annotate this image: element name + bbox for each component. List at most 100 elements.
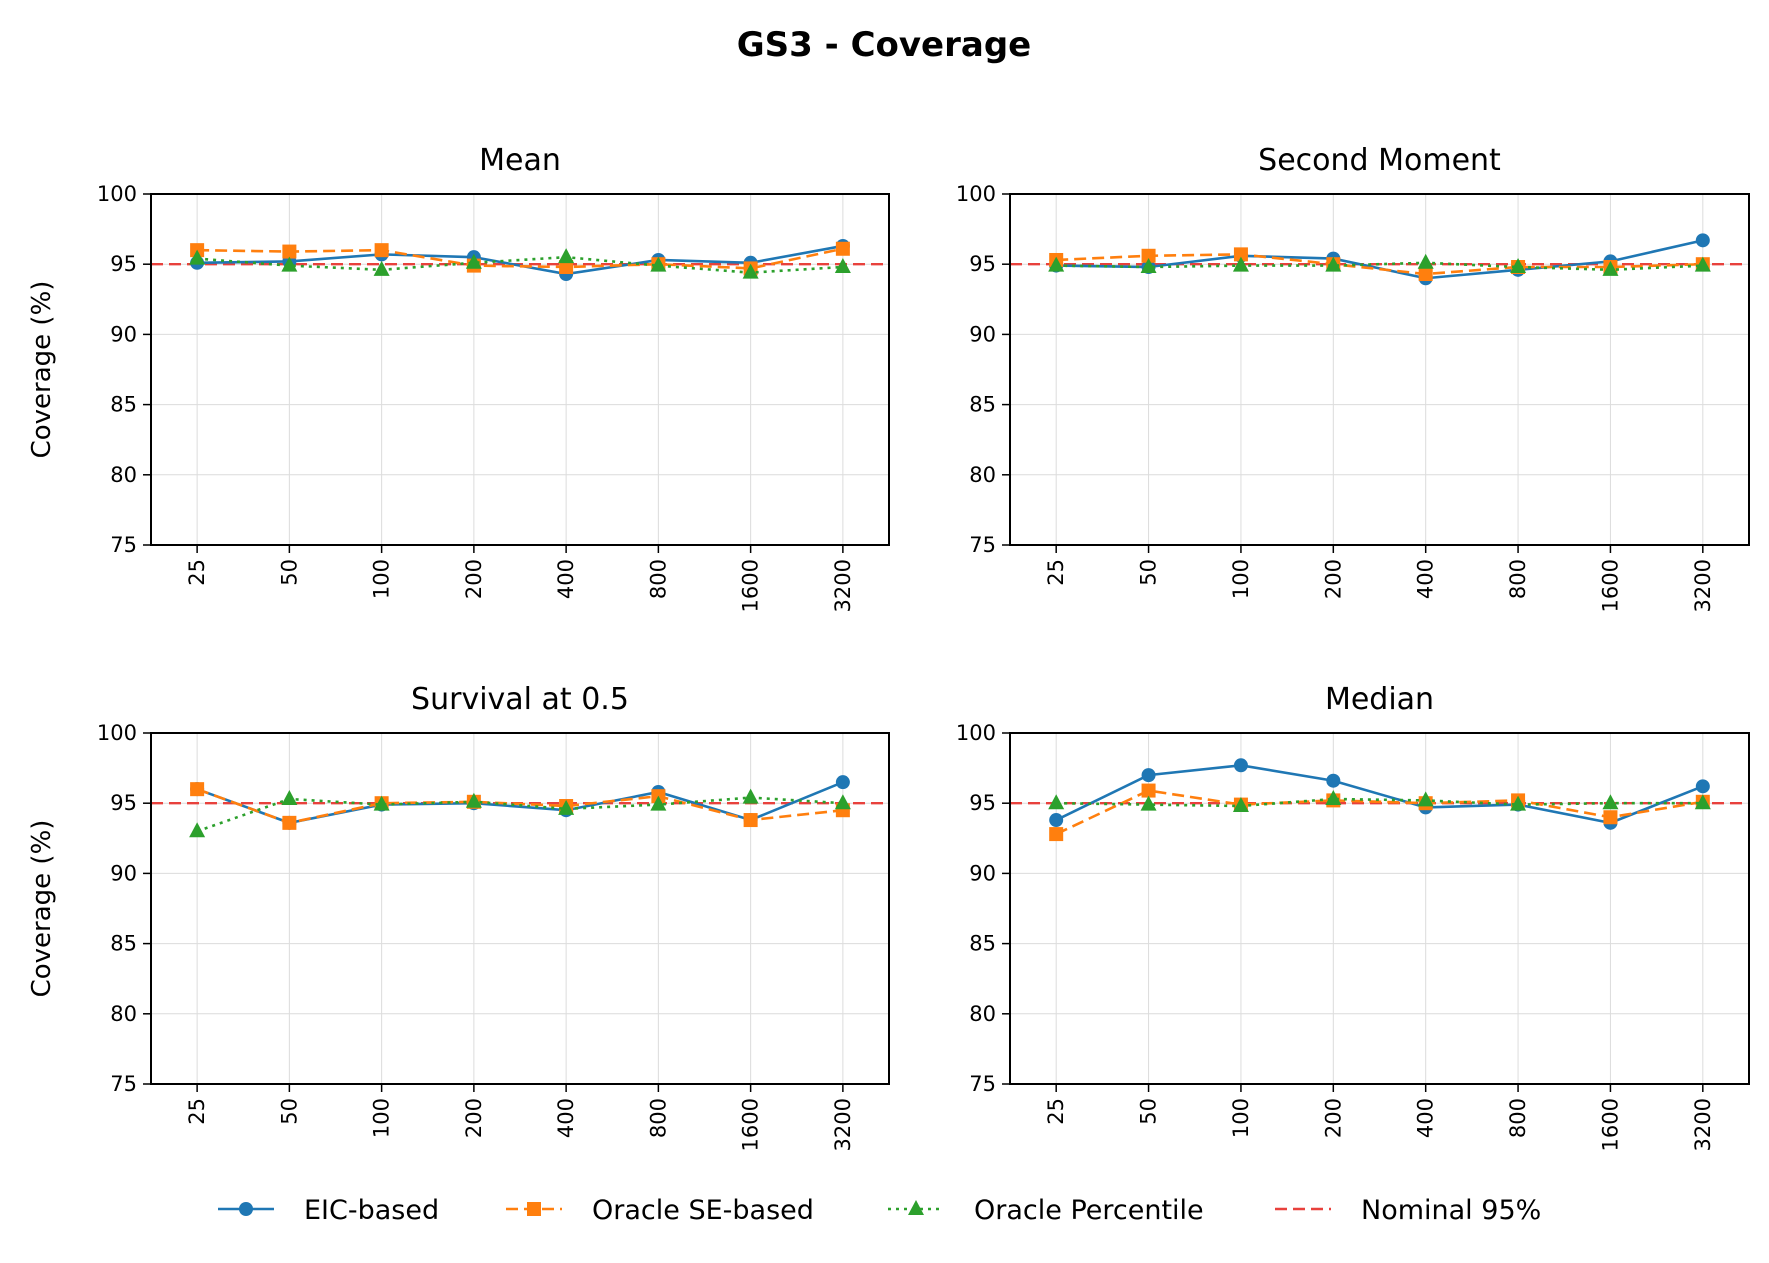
x-tick-label: 50 [277,1098,301,1125]
legend-swatch-marker [527,1202,541,1216]
axes-frame [150,732,890,1085]
data-point-oracle-se-based [1049,827,1064,842]
axes-frame [1009,732,1750,1085]
x-tick-label: 100 [1229,1098,1253,1138]
data-point-oracle-percentile [1140,795,1157,811]
panel-title: Survival at 0.5 [411,682,629,717]
data-point-oracle-percentile [650,256,667,272]
y-tick-label: 85 [969,393,996,417]
data-point-oracle-percentile [742,788,759,804]
x-tick-label: 50 [1137,1098,1161,1125]
series-line-oracle-se-based [1055,789,1704,836]
legend-item-eic-based: EIC-based [218,1195,439,1226]
y-tick-label: 100 [97,182,137,206]
x-tick-label: 200 [1321,1098,1345,1138]
legend-swatch-marker [908,1200,924,1215]
y-tick-label: 75 [969,1072,996,1096]
x-tick-label: 50 [277,559,301,586]
y-tick-label: 75 [110,533,137,557]
data-point-oracle-percentile [1325,789,1342,805]
y-tick-label: 95 [969,252,996,276]
x-tick-label: 25 [185,1098,209,1125]
x-tick-label: 400 [554,559,578,599]
x-tick-label: 400 [554,1098,578,1138]
x-tick-label: 100 [370,1098,394,1138]
x-tick-label: 50 [1137,559,1161,586]
x-tick-label: 3200 [831,559,855,612]
panel-title: Median [1325,682,1434,717]
data-point-oracle-percentile [834,258,851,274]
data-point-oracle-percentile [558,799,575,815]
data-point-oracle-se-based [282,244,297,259]
data-point-oracle-se-based [1233,247,1248,262]
axes-frame [1009,193,1750,546]
y-tick-label: 80 [110,463,137,487]
data-point-oracle-percentile [1048,794,1065,810]
y-tick-label: 100 [956,721,996,745]
y-tick-label: 95 [110,252,137,276]
x-tick-label: 100 [1229,559,1253,599]
panel-second-moment: 75 80 85 90 95 100 25 50 100 200 400 800 1600 3200 Sec… [956,143,1750,612]
panels-group: 75 80 85 90 95 100 25 50 100 200 400 800 1600 3200 Mea… [27,143,1750,1151]
y-tick-label: 95 [969,791,996,815]
legend: EIC-based Oracle SE-based Oracle Percentil… [218,1195,1541,1226]
y-axis-label: Coverage (%) [27,820,57,998]
data-point-oracle-se-based [1141,248,1156,263]
data-point-oracle-percentile [1048,256,1065,272]
y-tick-label: 75 [969,533,996,557]
panel-survival-at-0-5: 75 80 85 90 95 100 25 50 100 200 400 800 1600 3200 Sur… [27,682,890,1151]
data-point-oracle-percentile [189,822,206,838]
x-tick-label: 1600 [1598,559,1622,612]
x-tick-label: 800 [646,559,670,599]
data-point-oracle-se-based [190,782,205,797]
y-tick-label: 75 [110,1072,137,1096]
legend-label: Oracle Percentile [974,1195,1204,1226]
x-tick-label: 800 [1506,559,1530,599]
y-tick-label: 85 [969,932,996,956]
data-point-oracle-percentile [1140,258,1157,274]
panel-title: Second Moment [1258,143,1501,178]
data-point-oracle-percentile [558,248,575,264]
y-tick-label: 90 [969,322,996,346]
y-tick-label: 100 [956,182,996,206]
x-tick-label: 1600 [1598,1098,1622,1151]
data-point-oracle-se-based [1418,267,1433,282]
x-tick-label: 200 [462,559,486,599]
series-line-oracle-percentile [196,796,843,833]
y-tick-label: 85 [110,393,137,417]
x-tick-label: 200 [462,1098,486,1138]
data-point-oracle-percentile [281,789,298,805]
data-point-eic-based [835,775,850,790]
data-point-oracle-se-based [743,813,758,828]
legend-item-nominal-95-: Nominal 95% [1275,1195,1541,1226]
data-point-oracle-percentile [189,249,206,265]
data-point-eic-based [1233,758,1248,773]
data-point-oracle-percentile [373,795,390,811]
y-tick-label: 90 [110,322,137,346]
x-tick-label: 25 [1044,559,1068,586]
x-tick-label: 25 [185,559,209,586]
y-tick-label: 80 [110,1002,137,1026]
legend-item-oracle-percentile: Oracle Percentile [888,1195,1204,1226]
data-point-eic-based [1049,813,1064,828]
data-point-oracle-se-based [282,815,297,830]
x-tick-label: 3200 [831,1098,855,1151]
series-line-eic-based [1055,763,1704,825]
panel-title: Mean [479,143,561,178]
data-point-oracle-percentile [1510,795,1527,811]
x-tick-label: 400 [1414,559,1438,599]
legend-label: Oracle SE-based [592,1195,814,1226]
y-tick-label: 90 [110,861,137,885]
y-tick-label: 80 [969,463,996,487]
series-line-oracle-se-based [1056,253,1703,276]
data-point-eic-based [1326,773,1341,788]
x-tick-label: 3200 [1691,559,1715,612]
data-point-eic-based [1141,768,1156,783]
figure-title: GS3 - Coverage [737,25,1031,65]
legend-label: Nominal 95% [1361,1195,1541,1226]
data-point-oracle-se-based [1603,810,1618,825]
x-tick-label: 1600 [739,1098,763,1151]
data-point-oracle-percentile [465,253,482,269]
data-point-oracle-se-based [1141,783,1156,798]
x-tick-label: 3200 [1691,1098,1715,1151]
